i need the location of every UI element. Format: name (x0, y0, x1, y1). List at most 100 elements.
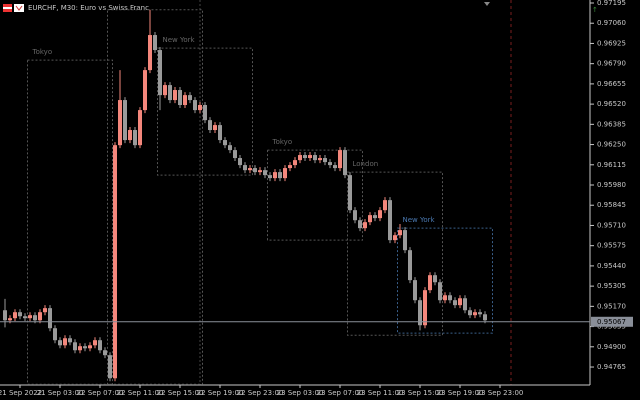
candle-body (93, 340, 97, 346)
session-label: Tokyo (272, 138, 293, 146)
candle-body (423, 290, 427, 326)
x-tick-label: 23 Sep 19:00 (437, 389, 484, 397)
candle-body (173, 90, 177, 101)
y-tick-label: 0.95575 (597, 242, 626, 250)
candle-body (373, 215, 377, 219)
candle-body (108, 355, 112, 379)
candle-body (298, 155, 302, 161)
candle-body (318, 158, 322, 161)
candle-body (188, 95, 192, 101)
y-tick-label: 0.95980 (597, 181, 626, 189)
y-tick-label: 0.95710 (597, 221, 626, 229)
candle-body (58, 340, 62, 346)
session-box (157, 47, 253, 176)
candle-body (68, 338, 72, 343)
candle-body (128, 130, 132, 141)
candle-body (118, 100, 122, 146)
candle-body (183, 95, 187, 106)
current-price-label: 0.95067 (597, 318, 626, 326)
candle-body (18, 312, 22, 317)
candle-body (328, 162, 332, 166)
candle-body (363, 222, 367, 229)
candle-body (178, 90, 182, 106)
current-price-box (591, 316, 633, 327)
candle-body (113, 145, 117, 379)
y-tick-label: 0.96115 (597, 161, 626, 169)
candle-body (308, 155, 312, 159)
candle-body (483, 314, 487, 321)
candle-body (383, 200, 387, 211)
session-label: London (353, 160, 379, 168)
candle-body (83, 346, 87, 349)
x-tick-label: 23 Sep 03:00 (277, 389, 324, 397)
x-tick-label: 23 Sep 07:00 (317, 389, 364, 397)
x-tick-label: 23 Sep 23:00 (477, 389, 524, 397)
x-tick-label: 23 Sep 15:00 (397, 389, 444, 397)
candle-body (338, 150, 342, 169)
candle-body (428, 275, 432, 291)
candle-body (73, 342, 77, 351)
candle-body (403, 230, 407, 251)
candle-body (348, 175, 352, 211)
candle-body (263, 170, 267, 176)
y-tick-label: 0.97195 (597, 0, 626, 7)
candle-body (28, 315, 32, 319)
candle-body (223, 140, 227, 146)
x-tick-label: 22 Sep 19:00 (197, 389, 244, 397)
candle-body (203, 105, 207, 121)
candle-body (3, 310, 7, 321)
candle-body (123, 100, 127, 141)
candle-body (368, 215, 372, 223)
candle-body (353, 210, 357, 221)
y-tick-label: 0.96520 (597, 100, 626, 108)
candle-body (453, 300, 457, 306)
trade-arrow: ↑ (592, 6, 598, 14)
session-label: Tokyo (32, 48, 53, 56)
candle-body (43, 308, 47, 313)
session-box (267, 149, 363, 241)
candle-body (388, 200, 392, 241)
candle-body (378, 210, 382, 219)
candle-body (293, 160, 297, 166)
candle-body (8, 318, 12, 321)
candle-body (443, 295, 447, 301)
y-tick-label: 0.97060 (597, 19, 626, 27)
y-tick-label: 0.96385 (597, 120, 626, 128)
session-box (347, 171, 443, 336)
candle-body (243, 165, 247, 171)
candle-body (163, 85, 167, 96)
candle-body (358, 220, 362, 229)
candle-body (158, 50, 162, 96)
candle-body (253, 168, 257, 173)
candle-body (33, 315, 37, 321)
candle-body (88, 345, 92, 349)
candle-body (463, 298, 467, 311)
candle-body (448, 295, 452, 301)
chart-title: EURCHF, M30: Euro vs Swiss Franc (28, 4, 149, 12)
candle-body (408, 250, 412, 281)
candle-body (228, 145, 232, 151)
y-tick-label: 0.95305 (597, 282, 626, 290)
candle-body (238, 158, 242, 166)
candle-body (393, 235, 397, 241)
y-tick-label: 0.95440 (597, 262, 626, 270)
symbol-icon (3, 4, 24, 12)
candle-body (268, 175, 272, 179)
candle-body (468, 310, 472, 316)
candle-body (323, 158, 327, 163)
candle-body (53, 328, 57, 341)
y-tick-label: 0.96790 (597, 60, 626, 68)
candle-body (313, 155, 317, 161)
x-tick-label: 21 Sep 2022 (0, 389, 42, 397)
candle-body (218, 125, 222, 141)
candle-body (103, 350, 107, 356)
x-tick-label: 22 Sep 07:00 (77, 389, 124, 397)
scroll-marker[interactable] (484, 2, 490, 6)
candle-body (438, 282, 442, 301)
x-tick-label: 22 Sep 11:00 (117, 389, 164, 397)
candle-body (303, 155, 307, 159)
candle-body (143, 70, 147, 111)
candle-body (473, 312, 477, 316)
